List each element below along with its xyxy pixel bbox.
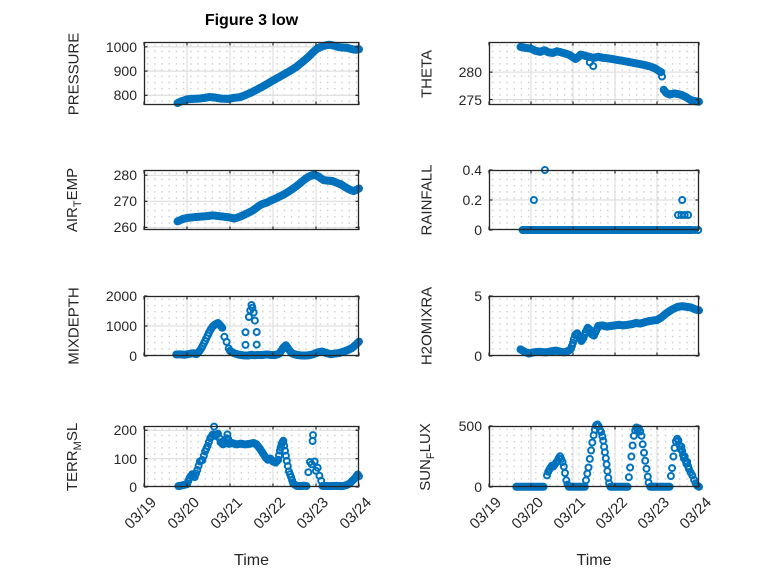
subplot-h2omixra: 0 5 H2OMIXRA xyxy=(419,287,703,365)
x-axis-label-left: Time xyxy=(234,552,269,569)
sunflux-x-tick-label: 03/22 xyxy=(592,494,632,533)
sunflux-y-tick-label: 0 xyxy=(474,479,482,495)
terrmsl-y-tick-label: 0 xyxy=(129,479,137,495)
sunflux-x-tick-label: 03/24 xyxy=(676,494,716,533)
airtemp-y-tick-label: 270 xyxy=(113,193,137,210)
rainfall-y-tick-label: 0.4 xyxy=(462,162,482,178)
mixdepth-y-axis-label: MIXDEPTH xyxy=(65,287,83,365)
terrmsl-x-tick-label: 03/22 xyxy=(250,494,290,533)
sunflux-x-tick-label: 03/21 xyxy=(550,494,590,533)
terrmsl-x-tick-label: 03/20 xyxy=(164,494,204,533)
rainfall-plot-canvas xyxy=(488,166,703,234)
terrmsl-data-points xyxy=(174,422,363,491)
subplot-air-temp: 260 270 280 AIRTEMP xyxy=(64,167,363,235)
mixdepth-plot-canvas xyxy=(143,295,363,360)
figure-title: Figure 3 low xyxy=(204,12,299,29)
rainfall-y-tick-label: 0.2 xyxy=(462,192,482,208)
terrmsl-x-tick-label: 03/23 xyxy=(293,494,333,533)
sunflux-plot-canvas xyxy=(488,420,703,491)
airtemp-y-axis-label: AIRTEMP xyxy=(64,167,84,233)
theta-y-tick-label: 275 xyxy=(458,91,482,108)
h2omixra-y-tick-label: 0 xyxy=(474,348,482,364)
mixdepth-y-tick-label: 1000 xyxy=(105,318,137,334)
subplot-mixdepth: 0 1000 2000 MIXDEPTH xyxy=(66,287,363,365)
pressure-y-tick-label: 900 xyxy=(113,63,137,80)
sunflux-y-tick-label: 500 xyxy=(458,418,482,434)
theta-y-tick-label: 280 xyxy=(458,64,482,81)
subplot-sun-flux: 0 500 03/19 03/20 03/21 03/22 03/23 03/24 SUNFLU… xyxy=(417,418,715,533)
airtemp-data-points xyxy=(173,170,363,226)
x-axis-label-right: Time xyxy=(576,552,612,569)
rainfall-y-tick-label: 0 xyxy=(474,222,482,238)
subplot-pressure: 800 900 1000 PRESSURE xyxy=(66,32,363,115)
terrmsl-x-tick-label: 03/19 xyxy=(121,494,161,533)
terrmsl-x-tick-label: 03/24 xyxy=(336,494,376,533)
theta-y-axis-label: THETA xyxy=(418,49,436,98)
h2omixra-plot-canvas xyxy=(488,295,703,358)
pressure-plot-canvas xyxy=(143,40,363,108)
subplot-rainfall: 0 0.2 0.4 RAINFALL xyxy=(419,162,703,238)
terrmsl-y-tick-label: 200 xyxy=(113,422,137,439)
mixdepth-y-tick-label: 0 xyxy=(129,348,137,364)
pressure-y-axis-label: PRESSURE xyxy=(65,32,83,115)
h2omixra-data-points xyxy=(516,302,703,358)
sunflux-x-tick-label: 03/23 xyxy=(634,494,674,533)
h2omixra-y-axis-label: H2OMIXRA xyxy=(418,286,436,366)
terrmsl-y-tick-label: 100 xyxy=(113,450,137,467)
h2omixra-y-tick-label: 5 xyxy=(474,288,482,304)
airtemp-plot-canvas xyxy=(143,169,363,231)
terrmsl-plot-canvas xyxy=(143,422,363,491)
airtemp-y-tick-label: 260 xyxy=(113,219,137,236)
theta-data-points xyxy=(516,42,703,106)
pressure-y-tick-label: 1000 xyxy=(105,38,137,55)
theta-plot-canvas xyxy=(488,41,703,106)
mixdepth-y-tick-label: 2000 xyxy=(105,288,137,304)
terrmsl-x-tick-label: 03/21 xyxy=(207,494,247,533)
terrmsl-y-axis-label: TERRMSL xyxy=(64,422,84,491)
airtemp-y-tick-label: 280 xyxy=(113,167,137,184)
sunflux-x-tick-label: 03/19 xyxy=(466,494,506,533)
rainfall-y-axis-label: RAINFALL xyxy=(418,164,436,236)
pressure-y-tick-label: 800 xyxy=(113,87,137,104)
sunflux-y-axis-label: SUNFLUX xyxy=(417,422,437,491)
subplot-theta: 275 280 THETA xyxy=(419,41,703,108)
sunflux-x-tick-label: 03/20 xyxy=(508,494,548,533)
subplot-terr-msl: 0 100 200 03/19 03/20 03/21 03/22 03/23 03/24 TER… xyxy=(64,422,375,532)
